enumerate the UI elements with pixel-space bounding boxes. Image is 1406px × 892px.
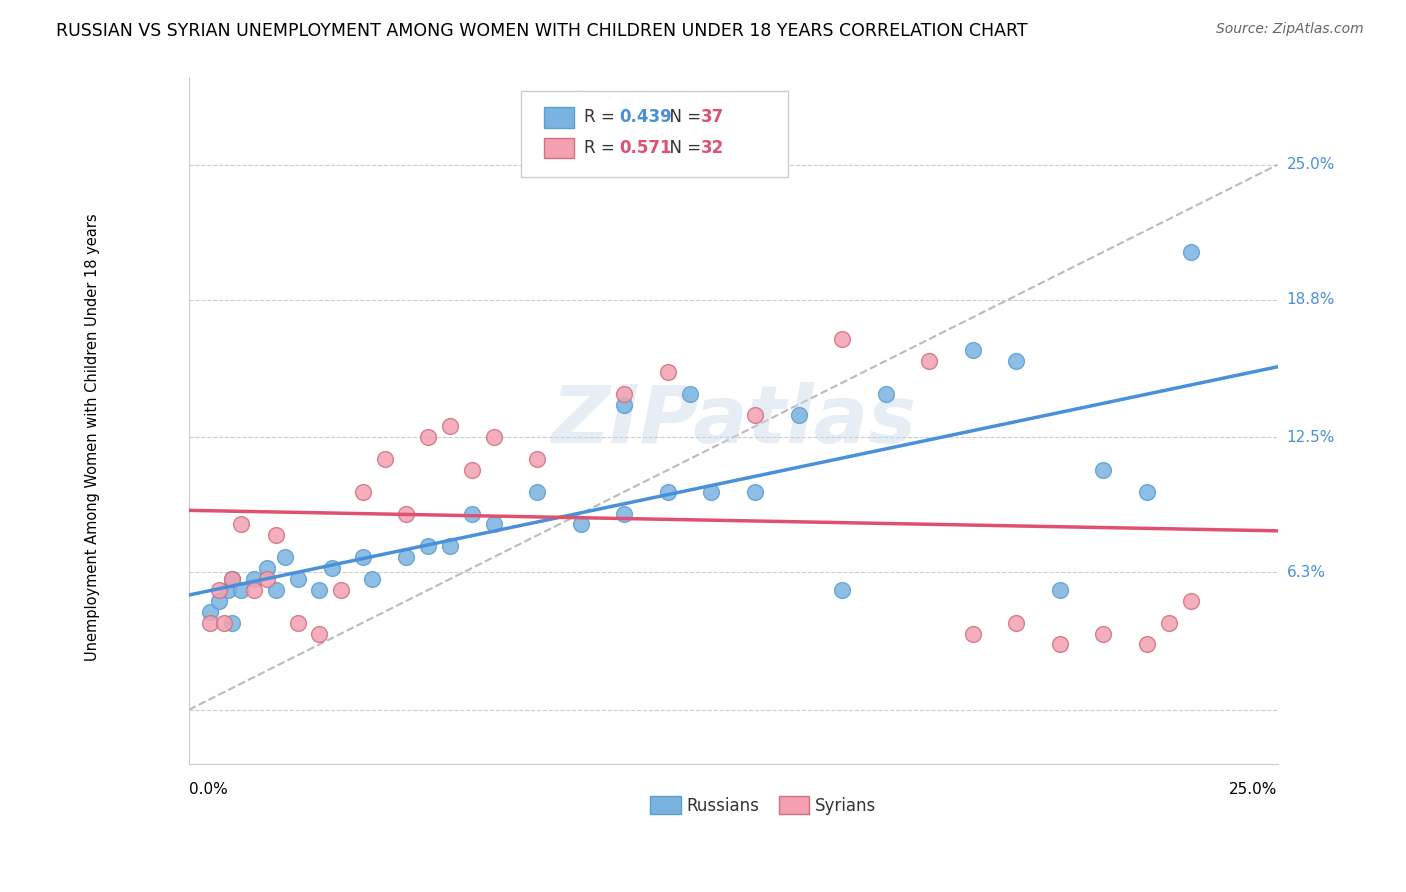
Point (526, 452, 548, 467)
Point (962, 626, 984, 640)
Point (418, 539, 440, 553)
Point (918, 354, 941, 368)
Point (1092, 463, 1115, 477)
Point (1005, 354, 1028, 368)
Point (256, 561, 278, 575)
Text: 37: 37 (700, 108, 724, 127)
Point (360, 572, 382, 586)
Point (243, 582, 266, 597)
Text: R =: R = (583, 108, 620, 127)
Point (1136, 637, 1159, 651)
Text: 32: 32 (700, 139, 724, 157)
Text: 18.8%: 18.8% (1286, 293, 1334, 308)
Point (330, 582, 353, 597)
Point (217, 582, 239, 597)
FancyBboxPatch shape (779, 796, 810, 814)
Point (1180, 244, 1202, 259)
Text: 12.5%: 12.5% (1286, 430, 1334, 445)
Text: Russians: Russians (686, 797, 759, 814)
Point (613, 507, 636, 521)
Point (744, 484, 766, 499)
Text: 0.571: 0.571 (619, 139, 671, 157)
Point (482, 517, 505, 532)
Point (208, 582, 231, 597)
Point (678, 386, 700, 401)
Text: Unemployment Among Women with Children Under 18 years: Unemployment Among Women with Children U… (86, 213, 100, 661)
Text: Source: ZipAtlas.com: Source: ZipAtlas.com (1216, 22, 1364, 37)
FancyBboxPatch shape (544, 138, 574, 159)
Point (374, 452, 396, 467)
Point (1049, 637, 1071, 651)
Text: 6.3%: 6.3% (1286, 565, 1326, 580)
Point (657, 365, 679, 379)
Point (787, 409, 810, 423)
Point (229, 582, 252, 597)
Point (1136, 484, 1159, 499)
Point (208, 594, 231, 608)
Point (831, 332, 853, 346)
Text: 25.0%: 25.0% (1286, 157, 1334, 172)
Point (221, 615, 243, 630)
Point (200, 605, 222, 619)
Point (613, 398, 636, 412)
Point (439, 539, 461, 553)
FancyBboxPatch shape (651, 796, 681, 814)
Point (831, 582, 853, 597)
Text: ZIPatlas: ZIPatlas (551, 382, 915, 460)
Text: N =: N = (659, 108, 706, 127)
Point (264, 582, 287, 597)
Point (744, 409, 766, 423)
Point (395, 550, 418, 565)
Point (221, 572, 243, 586)
Point (321, 561, 343, 575)
Point (569, 92, 592, 106)
Point (657, 484, 679, 499)
Point (352, 484, 374, 499)
FancyBboxPatch shape (520, 91, 787, 177)
Point (221, 572, 243, 586)
Text: 0.0%: 0.0% (188, 781, 228, 797)
Point (1157, 615, 1180, 630)
Point (613, 386, 636, 401)
FancyBboxPatch shape (544, 107, 574, 128)
Text: 25.0%: 25.0% (1229, 781, 1278, 797)
Text: RUSSIAN VS SYRIAN UNEMPLOYMENT AMONG WOMEN WITH CHILDREN UNDER 18 YEARS CORRELAT: RUSSIAN VS SYRIAN UNEMPLOYMENT AMONG WOM… (56, 22, 1028, 40)
Point (308, 626, 330, 640)
Point (962, 343, 984, 357)
Point (1092, 626, 1115, 640)
Text: Syrians: Syrians (815, 797, 876, 814)
Point (875, 386, 897, 401)
Point (1049, 582, 1071, 597)
Point (700, 484, 723, 499)
Point (264, 528, 287, 542)
Point (287, 615, 309, 630)
Point (308, 582, 330, 597)
Point (352, 550, 374, 565)
Text: N =: N = (659, 139, 706, 157)
Text: 0.439: 0.439 (619, 108, 672, 127)
Point (243, 572, 266, 586)
Point (461, 507, 484, 521)
Point (273, 550, 295, 565)
Point (418, 430, 440, 444)
Point (256, 572, 278, 586)
Point (212, 615, 235, 630)
Point (287, 572, 309, 586)
Point (461, 463, 484, 477)
Point (229, 517, 252, 532)
Point (1180, 594, 1202, 608)
Point (439, 419, 461, 434)
Point (569, 517, 592, 532)
Text: R =: R = (583, 139, 620, 157)
Point (482, 430, 505, 444)
Point (395, 507, 418, 521)
Point (526, 484, 548, 499)
Point (200, 615, 222, 630)
Point (1005, 615, 1028, 630)
